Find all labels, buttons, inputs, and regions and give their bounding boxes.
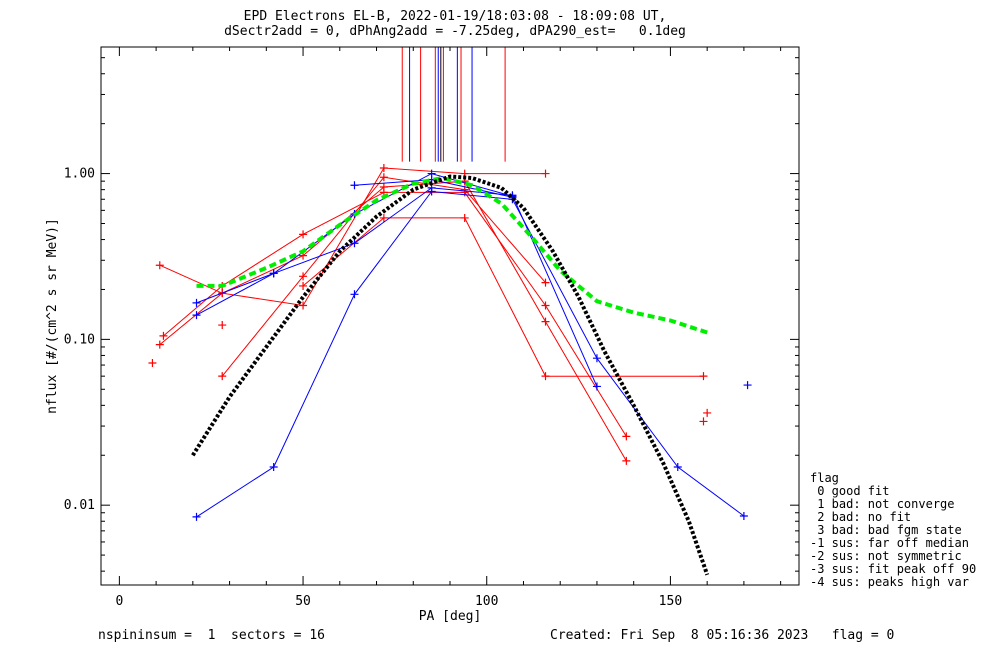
x-tick-label: 100 [475, 594, 498, 609]
plot-frame [100, 46, 800, 586]
data-point-red [155, 340, 164, 349]
data-point-blue [592, 382, 601, 391]
data-point-red [218, 321, 227, 330]
chart-title-line2: dSectr2add = 0, dPhAng2add = -7.25deg, d… [224, 24, 686, 39]
data-point-red [622, 432, 631, 441]
x-tick-label: 150 [659, 594, 682, 609]
legend-item: 3 bad: bad fgm state [810, 523, 962, 537]
data-point-red [299, 272, 308, 281]
y-axis-label: nflux [#/(cm^2 s sr MeV)] [45, 218, 60, 414]
data-point-blue [192, 311, 201, 320]
data-point-red [299, 281, 308, 290]
data-point-red [148, 359, 157, 368]
data-point-blue [427, 183, 436, 192]
plot-data-layer [148, 47, 752, 576]
flag-legend: flag 0 good fit 1 bad: not converge 2 ba… [810, 472, 976, 589]
legend-item: -2 sus: not symmetric [810, 549, 962, 563]
data-point-red [379, 164, 388, 173]
data-point-red [460, 213, 469, 222]
legend-item: -1 sus: far off median [810, 536, 969, 550]
data-point-red [541, 278, 550, 287]
data-point-red [155, 261, 164, 270]
legend-item: -4 sus: peaks high var [810, 575, 969, 589]
x-tick-label: 0 [115, 594, 123, 609]
data-point-blue [350, 290, 359, 299]
data-point-red [541, 169, 550, 178]
data-point-red [379, 213, 388, 222]
data-point-blue [592, 354, 601, 363]
data-point-red [159, 331, 168, 340]
series-line-red [221, 176, 546, 377]
series-line-red [159, 180, 627, 462]
footer-spin-info: nspininsum = 1 sectors = 16 [98, 628, 325, 643]
footer-created-info: Created: Fri Sep 8 05:16:36 2023 flag = … [550, 628, 895, 643]
data-point-blue [673, 462, 682, 471]
data-point-red [541, 301, 550, 310]
data-point-blue [192, 512, 201, 521]
data-point-blue [739, 512, 748, 521]
series-line-red [159, 167, 546, 307]
series-line-blue [196, 190, 745, 518]
data-point-red [299, 301, 308, 310]
data-point-red [541, 317, 550, 326]
fit-curve-black [191, 174, 710, 576]
legend-item: 1 bad: not converge [810, 497, 955, 511]
data-point-red [379, 182, 388, 191]
data-point-blue [269, 462, 278, 471]
legend-item: 0 good fit [810, 484, 890, 498]
data-point-red [699, 372, 708, 381]
chart-title-line1: EPD Electrons EL-B, 2022-01-19/18:03:08 … [243, 9, 667, 24]
data-point-blue [192, 298, 201, 307]
data-point-red [703, 408, 712, 417]
data-point-blue [350, 181, 359, 190]
series-line-red [163, 191, 627, 437]
series-line-red [302, 217, 704, 377]
legend-item: -3 sus: fit peak off 90 [810, 562, 977, 576]
fit-curve-green [196, 175, 708, 335]
x-axis-label: PA [deg] [419, 609, 482, 624]
x-tick-label: 50 [295, 594, 311, 609]
data-point-red [541, 372, 550, 381]
y-tick-label: 1.00 [64, 167, 95, 182]
data-point-blue [350, 239, 359, 248]
legend-title: flag [810, 471, 839, 485]
legend-item: 2 bad: no fit [810, 510, 912, 524]
series-line-blue [196, 187, 598, 387]
axes-layer: 0 50 100 150 0.01 0.10 1.00 PA [deg] nflux [#/(c… [45, 47, 799, 624]
data-point-red [299, 230, 308, 239]
data-point-blue [269, 269, 278, 278]
y-tick-label: 0.10 [64, 332, 95, 347]
data-point-red [699, 417, 708, 426]
data-point-red [218, 372, 227, 381]
data-point-blue [743, 381, 752, 390]
data-point-red [379, 173, 388, 182]
y-tick-label: 0.01 [64, 498, 95, 513]
data-point-red [622, 456, 631, 465]
